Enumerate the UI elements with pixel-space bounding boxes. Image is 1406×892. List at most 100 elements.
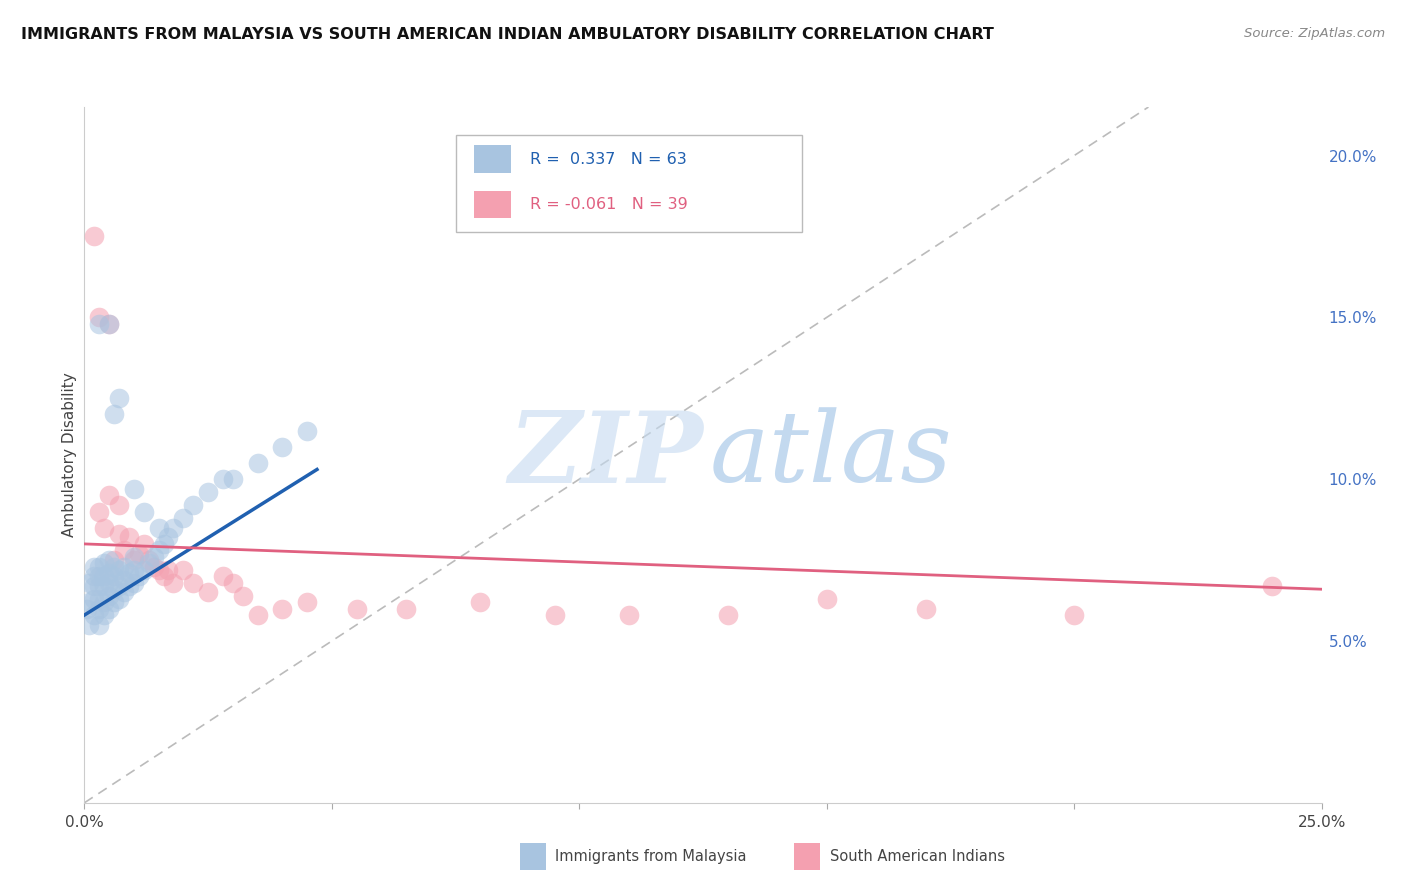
Text: R =  0.337   N = 63: R = 0.337 N = 63 <box>530 152 686 167</box>
Point <box>295 595 318 609</box>
Point <box>79 617 101 632</box>
Point <box>222 575 245 590</box>
Point <box>112 585 135 599</box>
Point <box>181 498 204 512</box>
Point <box>162 521 184 535</box>
Point <box>79 595 101 609</box>
Point <box>132 563 155 577</box>
Point <box>103 595 125 609</box>
Point <box>83 608 105 623</box>
Point <box>83 559 105 574</box>
Point <box>232 589 254 603</box>
Point <box>108 563 131 577</box>
Point <box>112 573 135 587</box>
Point <box>93 557 115 571</box>
Point <box>122 549 145 564</box>
Point <box>717 608 740 623</box>
Point <box>122 563 145 577</box>
Point <box>181 575 204 590</box>
Point <box>93 595 115 609</box>
Point <box>103 553 125 567</box>
Point <box>83 569 105 583</box>
Point <box>89 504 111 518</box>
Text: R = -0.061   N = 39: R = -0.061 N = 39 <box>530 197 688 212</box>
Point <box>122 575 145 590</box>
Point <box>138 553 160 567</box>
Point <box>98 553 121 567</box>
Point <box>79 575 101 590</box>
Point <box>83 591 105 606</box>
Point <box>617 608 640 623</box>
Point <box>98 589 121 603</box>
Point <box>98 575 121 590</box>
Point <box>132 504 155 518</box>
Point <box>162 575 184 590</box>
Point <box>543 608 565 623</box>
Point <box>157 531 180 545</box>
Point <box>98 601 121 615</box>
Point <box>271 440 294 454</box>
Point <box>142 549 165 564</box>
Bar <box>474 145 512 173</box>
Point <box>132 537 155 551</box>
Point <box>93 579 115 593</box>
Point <box>197 585 219 599</box>
Point <box>108 392 131 406</box>
Point <box>89 569 111 583</box>
Point <box>118 531 141 545</box>
Point <box>112 559 135 574</box>
FancyBboxPatch shape <box>456 135 801 232</box>
Point <box>76 601 98 615</box>
Point <box>98 488 121 502</box>
Point <box>128 569 150 583</box>
Point <box>148 521 170 535</box>
Point <box>122 482 145 496</box>
Point <box>89 617 111 632</box>
Text: Immigrants from Malaysia: Immigrants from Malaysia <box>555 849 747 863</box>
Point <box>271 601 294 615</box>
Point <box>89 591 111 606</box>
Point <box>246 608 269 623</box>
Point <box>148 543 170 558</box>
Y-axis label: Ambulatory Disability: Ambulatory Disability <box>62 373 77 537</box>
Point <box>197 485 219 500</box>
Point <box>89 601 111 615</box>
Point <box>346 601 368 615</box>
Point <box>172 511 194 525</box>
Point <box>148 563 170 577</box>
Point <box>295 424 318 438</box>
Point <box>152 569 174 583</box>
Text: South American Indians: South American Indians <box>830 849 1004 863</box>
Point <box>1063 608 1085 623</box>
Point <box>89 559 111 574</box>
Point <box>212 472 235 486</box>
Point <box>157 563 180 577</box>
Point <box>83 229 105 244</box>
Text: atlas: atlas <box>709 408 952 502</box>
Point <box>212 569 235 583</box>
Point <box>103 569 125 583</box>
Point <box>98 317 121 331</box>
Point <box>103 582 125 597</box>
Point <box>470 595 492 609</box>
Point <box>246 456 269 470</box>
Point <box>118 579 141 593</box>
Point <box>142 559 165 574</box>
Point <box>93 569 115 583</box>
Point <box>89 579 111 593</box>
Point <box>172 563 194 577</box>
Point <box>108 498 131 512</box>
Point <box>93 608 115 623</box>
Point <box>108 579 131 593</box>
Point <box>103 408 125 422</box>
Bar <box>474 191 512 219</box>
Point <box>108 527 131 541</box>
Point <box>89 310 111 325</box>
Text: Source: ZipAtlas.com: Source: ZipAtlas.com <box>1244 27 1385 40</box>
Point <box>103 559 125 574</box>
Point <box>108 591 131 606</box>
Point <box>89 317 111 331</box>
Point <box>118 566 141 580</box>
Point <box>98 566 121 580</box>
Text: IMMIGRANTS FROM MALAYSIA VS SOUTH AMERICAN INDIAN AMBULATORY DISABILITY CORRELAT: IMMIGRANTS FROM MALAYSIA VS SOUTH AMERIC… <box>21 27 994 42</box>
